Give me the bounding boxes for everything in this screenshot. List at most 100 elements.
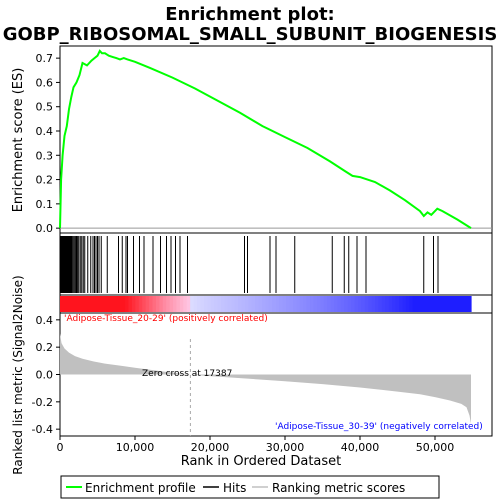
es-y-axis-ticks: 0.0 0.1 0.2 0.3 0.4 0.5 0.6 0.7 [36,52,60,235]
heat-cell-82 [340,296,345,312]
heat-cell-89 [364,296,369,312]
heat-cell-77 [323,296,328,312]
heat-cell-86 [354,296,359,312]
hits-series [60,236,439,293]
heat-cell-57 [255,296,260,312]
positive-correlation-label: 'Adipose-Tissue_20-29' (positively corre… [64,314,268,324]
heat-cell-70 [299,296,304,312]
es-ytick-label-0: 0.0 [36,222,54,235]
heat-cell-53 [241,296,246,312]
es-ytick-label-5: 0.5 [36,101,54,114]
x-tick-label-0: 0 [57,441,64,454]
x-tick-label-3: 30,000 [266,441,305,454]
heat-cell-94 [381,296,386,312]
heat-cell-40 [197,296,202,312]
heat-cell-68 [292,296,297,312]
heat-cell-78 [327,296,332,312]
heat-cell-13 [104,296,109,312]
heat-cell-99 [399,296,404,312]
heat-cell-104 [416,296,421,312]
heat-cell-24 [142,296,147,312]
heat-cell-38 [190,296,195,312]
heat-cell-90 [368,296,373,312]
heat-cell-105 [419,296,424,312]
x-tick-label-5: 50,000 [416,441,455,454]
heat-cell-43 [207,296,212,312]
heat-cell-15 [111,296,116,312]
heat-cell-20 [128,296,133,312]
heat-cell-10 [94,296,99,312]
ranking-metric-series [60,333,471,424]
heat-cell-48 [224,296,229,312]
enrichment-profile-series [59,49,472,229]
heat-cell-22 [135,296,140,312]
plot-title-line1: Enrichment plot: [165,4,335,25]
heat-cell-96 [388,296,393,312]
heat-cell-84 [347,296,352,312]
heat-cell-59 [262,296,267,312]
heat-cell-93 [378,296,383,312]
heat-cell-101 [405,296,410,312]
heat-cell-66 [286,296,291,312]
es-ytick-label-1: 0.1 [36,198,54,211]
heat-cell-14 [107,296,112,312]
heat-cell-79 [330,296,335,312]
heat-cell-3 [70,296,75,312]
heat-cell-50 [231,296,236,312]
heat-cell-67 [289,296,294,312]
heat-cell-115 [453,296,458,312]
heat-cell-74 [313,296,318,312]
x-axis-label: Rank in Ordered Dataset [181,454,342,469]
heat-cell-80 [334,296,339,312]
heat-cell-103 [412,296,417,312]
heat-cell-65 [282,296,287,312]
enrichment-profile-line [59,49,472,229]
heat-cell-17 [118,296,123,312]
heat-cell-92 [375,296,380,312]
heat-cell-51 [234,296,239,312]
heat-cell-73 [310,296,315,312]
legend-ranking-label: Ranking metric scores [272,481,405,495]
heat-cell-116 [457,296,462,312]
heat-cell-5 [77,296,82,312]
heat-cell-7 [83,296,88,312]
heat-cell-100 [402,296,407,312]
heat-cell-30 [162,296,167,312]
heat-cell-47 [220,296,225,312]
metric-ytick-label-2: 0.0 [36,369,54,382]
plot-title-line2: GOBP_RIBOSOMAL_SMALL_SUBUNIT_BIOGENESIS [3,24,498,45]
heat-cell-111 [440,296,445,312]
heat-cell-63 [275,296,280,312]
heat-cell-97 [392,296,397,312]
heat-cell-0 [60,296,65,312]
heat-cell-60 [265,296,270,312]
es-ytick-label-2: 0.2 [36,174,54,187]
heat-cell-83 [344,296,349,312]
metric-ytick-label-3: 0.2 [36,341,54,354]
heat-cell-81 [337,296,342,312]
heat-cell-32 [169,296,174,312]
heat-cell-46 [217,296,222,312]
legend-hits-label: Hits [223,481,246,495]
legend-box [60,475,440,499]
legend-enrichment-label: Enrichment profile [85,481,196,495]
es-ytick-label-3: 0.3 [36,149,54,162]
heat-cell-102 [409,296,414,312]
x-tick-label-4: 40,000 [341,441,380,454]
heat-cell-62 [272,296,277,312]
heat-cell-76 [320,296,325,312]
heat-cell-56 [251,296,256,312]
heat-cell-72 [306,296,311,312]
heat-cell-41 [200,296,205,312]
heat-cell-39 [193,296,198,312]
heat-cell-8 [87,296,92,312]
heat-cell-16 [114,296,119,312]
heat-cell-29 [159,296,164,312]
heat-cell-106 [423,296,428,312]
heat-cell-25 [145,296,150,312]
heat-cell-110 [436,296,441,312]
heat-cell-87 [357,296,362,312]
heat-cell-109 [433,296,438,312]
negative-correlation-label: 'Adipose-Tissue_30-39' (negatively corre… [275,422,483,432]
